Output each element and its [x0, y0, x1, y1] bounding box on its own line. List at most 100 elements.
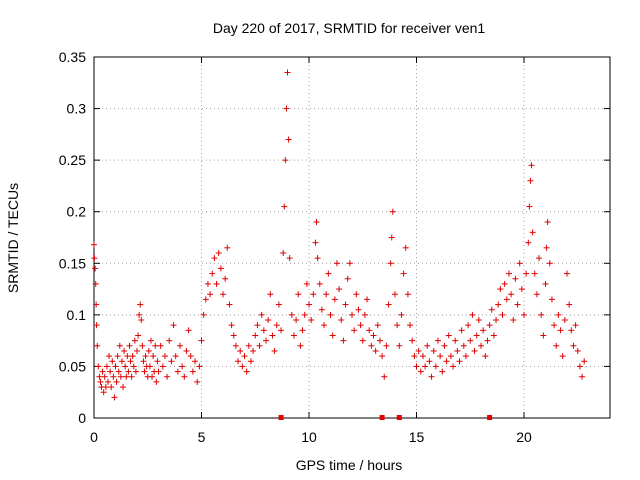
data-point — [273, 322, 280, 329]
data-point — [462, 353, 469, 360]
data-point — [283, 105, 290, 112]
data-point — [278, 327, 285, 334]
data-point — [149, 373, 156, 380]
data-point — [501, 280, 508, 287]
data-point — [439, 368, 446, 375]
data-point — [357, 322, 364, 329]
data-point — [179, 363, 186, 370]
data-point — [325, 270, 332, 277]
data-point — [523, 270, 530, 277]
data-point — [267, 291, 274, 298]
data-point — [381, 373, 388, 380]
data-point — [508, 291, 515, 298]
data-point — [230, 332, 237, 339]
data-point — [351, 327, 358, 334]
data-point — [482, 353, 489, 360]
data-point — [108, 384, 115, 391]
data-point — [136, 311, 143, 318]
data-point — [226, 301, 233, 308]
data-point — [473, 332, 480, 339]
data-point — [471, 347, 478, 354]
data-point — [147, 337, 154, 344]
x-tick-label: 15 — [409, 429, 425, 445]
data-point — [111, 394, 118, 401]
data-point — [254, 322, 261, 329]
data-point — [372, 347, 379, 354]
data-point — [145, 347, 152, 354]
data-point — [465, 322, 472, 329]
data-point — [329, 332, 336, 339]
data-point — [141, 368, 148, 375]
data-point — [159, 363, 166, 370]
data-point — [493, 317, 500, 324]
data-point — [194, 378, 201, 385]
data-point — [478, 342, 484, 349]
data-point — [510, 317, 517, 324]
data-point — [527, 177, 534, 184]
data-point — [217, 265, 224, 272]
data-point — [484, 337, 491, 344]
y-axis-title: SRMTID / TECUs — [5, 183, 21, 293]
data-point — [297, 342, 304, 349]
x-tick-label: 0 — [90, 429, 98, 445]
data-point — [198, 337, 205, 344]
baseline-marker — [396, 415, 402, 420]
data-point — [318, 306, 325, 313]
data-point — [576, 363, 583, 370]
data-point — [521, 311, 527, 318]
data-point — [247, 358, 254, 365]
data-point — [130, 363, 137, 370]
data-point — [187, 353, 194, 360]
data-point — [518, 286, 525, 293]
data-point — [538, 311, 545, 318]
data-point — [402, 244, 409, 251]
x-axis-title: GPS time / hours — [296, 457, 403, 473]
data-point — [441, 342, 448, 349]
data-point — [92, 265, 99, 272]
data-point — [411, 353, 418, 360]
data-point — [172, 353, 179, 360]
x-tick-label: 5 — [198, 429, 206, 445]
data-point — [340, 337, 347, 344]
data-point — [503, 296, 510, 303]
data-point — [152, 342, 159, 349]
grid — [94, 57, 610, 418]
data-point — [263, 337, 269, 344]
data-point — [303, 280, 310, 287]
data-point — [161, 353, 168, 360]
data-point — [398, 311, 405, 318]
data-point — [94, 342, 101, 349]
data-point — [336, 286, 343, 293]
data-point — [389, 208, 396, 215]
data-point — [490, 332, 497, 339]
data-point — [306, 301, 312, 308]
y-tick-label: 0.3 — [67, 101, 87, 117]
data-point — [196, 363, 203, 370]
data-point — [97, 378, 104, 385]
x-tick-label: 20 — [516, 429, 532, 445]
data-point — [204, 280, 211, 287]
data-point — [548, 296, 555, 303]
data-point — [235, 358, 242, 365]
data-point — [342, 301, 349, 308]
data-point — [153, 378, 160, 385]
y-tick-label: 0.05 — [59, 358, 86, 374]
y-tick-label: 0 — [78, 410, 86, 426]
data-point — [533, 291, 540, 298]
data-point — [495, 301, 502, 308]
data-point — [454, 347, 461, 354]
y-tick-label: 0.15 — [59, 255, 86, 271]
data-point — [154, 358, 161, 365]
data-point — [546, 260, 553, 267]
data-point — [379, 353, 386, 360]
data-point — [458, 327, 465, 334]
data-point — [288, 311, 295, 318]
data-point — [299, 327, 306, 334]
data-point — [376, 337, 383, 344]
data-point — [271, 347, 278, 354]
data-point — [222, 275, 229, 282]
data-point — [528, 162, 535, 169]
data-point — [228, 322, 235, 329]
data-point — [561, 317, 568, 324]
